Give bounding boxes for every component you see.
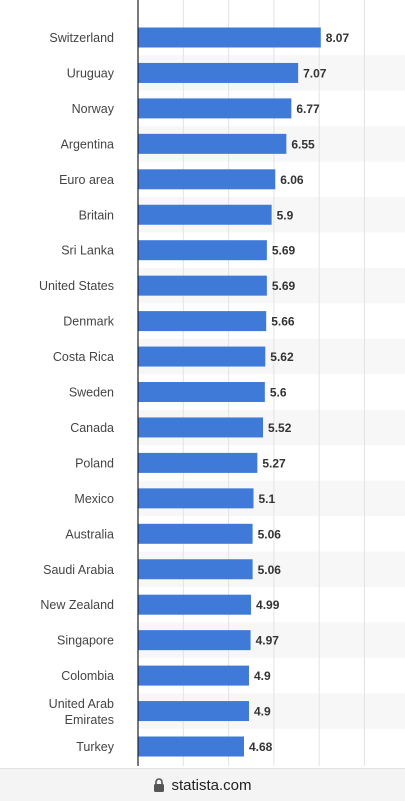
- bar[interactable]: [138, 594, 252, 615]
- category-label: Mexico: [74, 492, 114, 506]
- bar[interactable]: [138, 311, 267, 332]
- lock-icon: [153, 778, 165, 792]
- bar[interactable]: [138, 98, 292, 119]
- bar[interactable]: [138, 62, 299, 83]
- category-label: Canada: [70, 421, 114, 435]
- category-label: Argentina: [60, 137, 114, 151]
- value-label: 4.97: [256, 634, 280, 648]
- value-label: 4.9: [254, 669, 271, 683]
- value-label: 5.6: [270, 386, 287, 400]
- category-label: United States: [39, 279, 114, 293]
- value-label: 5.1: [259, 492, 276, 506]
- bar[interactable]: [138, 27, 321, 48]
- value-label: 6.06: [280, 173, 304, 187]
- value-label: 5.06: [258, 563, 282, 577]
- value-label: 5.69: [272, 244, 296, 258]
- value-label: 6.77: [296, 102, 320, 116]
- bar[interactable]: [138, 275, 267, 296]
- bar[interactable]: [138, 133, 287, 154]
- value-label: 5.27: [262, 456, 286, 470]
- category-label: Colombia: [61, 669, 114, 683]
- bar[interactable]: [138, 382, 265, 402]
- category-label: Poland: [75, 456, 114, 470]
- category-label: Denmark: [63, 315, 114, 329]
- category-label: United Arab Emirates: [49, 697, 114, 727]
- bar[interactable]: [138, 701, 249, 722]
- browser-footer: statista.com: [0, 768, 405, 801]
- bar[interactable]: [138, 240, 267, 261]
- value-label: 5.52: [268, 421, 292, 435]
- category-label: Britain: [79, 208, 114, 222]
- value-label: 4.68: [249, 740, 273, 754]
- bar-chart: Switzerland 8.07 Uruguay 7.07 Norway 6.77 Arge…: [38, 0, 365, 766]
- category-label: Sweden: [69, 386, 114, 400]
- bar[interactable]: [138, 523, 253, 544]
- value-label: 5.62: [270, 350, 294, 364]
- bar[interactable]: [138, 630, 251, 651]
- value-label: 5.66: [271, 315, 295, 329]
- value-label: 5.06: [258, 527, 282, 541]
- bar[interactable]: [138, 204, 272, 225]
- footer-url[interactable]: statista.com: [153, 776, 252, 794]
- value-label: 7.07: [303, 66, 327, 80]
- bar[interactable]: [138, 452, 258, 473]
- chart-area: Switzerland 8.07 Uruguay 7.07 Norway 6.77 Arge…: [38, 0, 365, 766]
- bar[interactable]: [138, 665, 249, 686]
- value-label: 8.07: [326, 31, 350, 45]
- bar[interactable]: [138, 736, 245, 757]
- bar[interactable]: [138, 417, 264, 438]
- category-label: Costa Rica: [53, 350, 114, 364]
- category-label: Turkey: [76, 740, 114, 754]
- bar[interactable]: [138, 346, 266, 367]
- footer-domain: statista.com: [171, 776, 252, 794]
- value-label: 4.99: [256, 598, 280, 612]
- category-label: New Zealand: [40, 598, 114, 612]
- category-label: Norway: [72, 102, 115, 116]
- category-label: Switzerland: [49, 31, 114, 45]
- bar[interactable]: [138, 559, 253, 580]
- category-label: Uruguay: [67, 66, 115, 80]
- category-label: Sri Lanka: [61, 244, 114, 258]
- value-label: 5.9: [277, 208, 294, 222]
- value-label: 5.69: [272, 279, 296, 293]
- bar[interactable]: [138, 488, 254, 509]
- category-label: Saudi Arabia: [43, 563, 114, 577]
- category-label: Euro area: [59, 173, 114, 187]
- bar[interactable]: [138, 169, 276, 190]
- value-label: 6.55: [291, 137, 315, 151]
- category-label: Singapore: [57, 634, 114, 648]
- value-label: 4.9: [254, 705, 271, 719]
- category-label: Australia: [65, 527, 114, 541]
